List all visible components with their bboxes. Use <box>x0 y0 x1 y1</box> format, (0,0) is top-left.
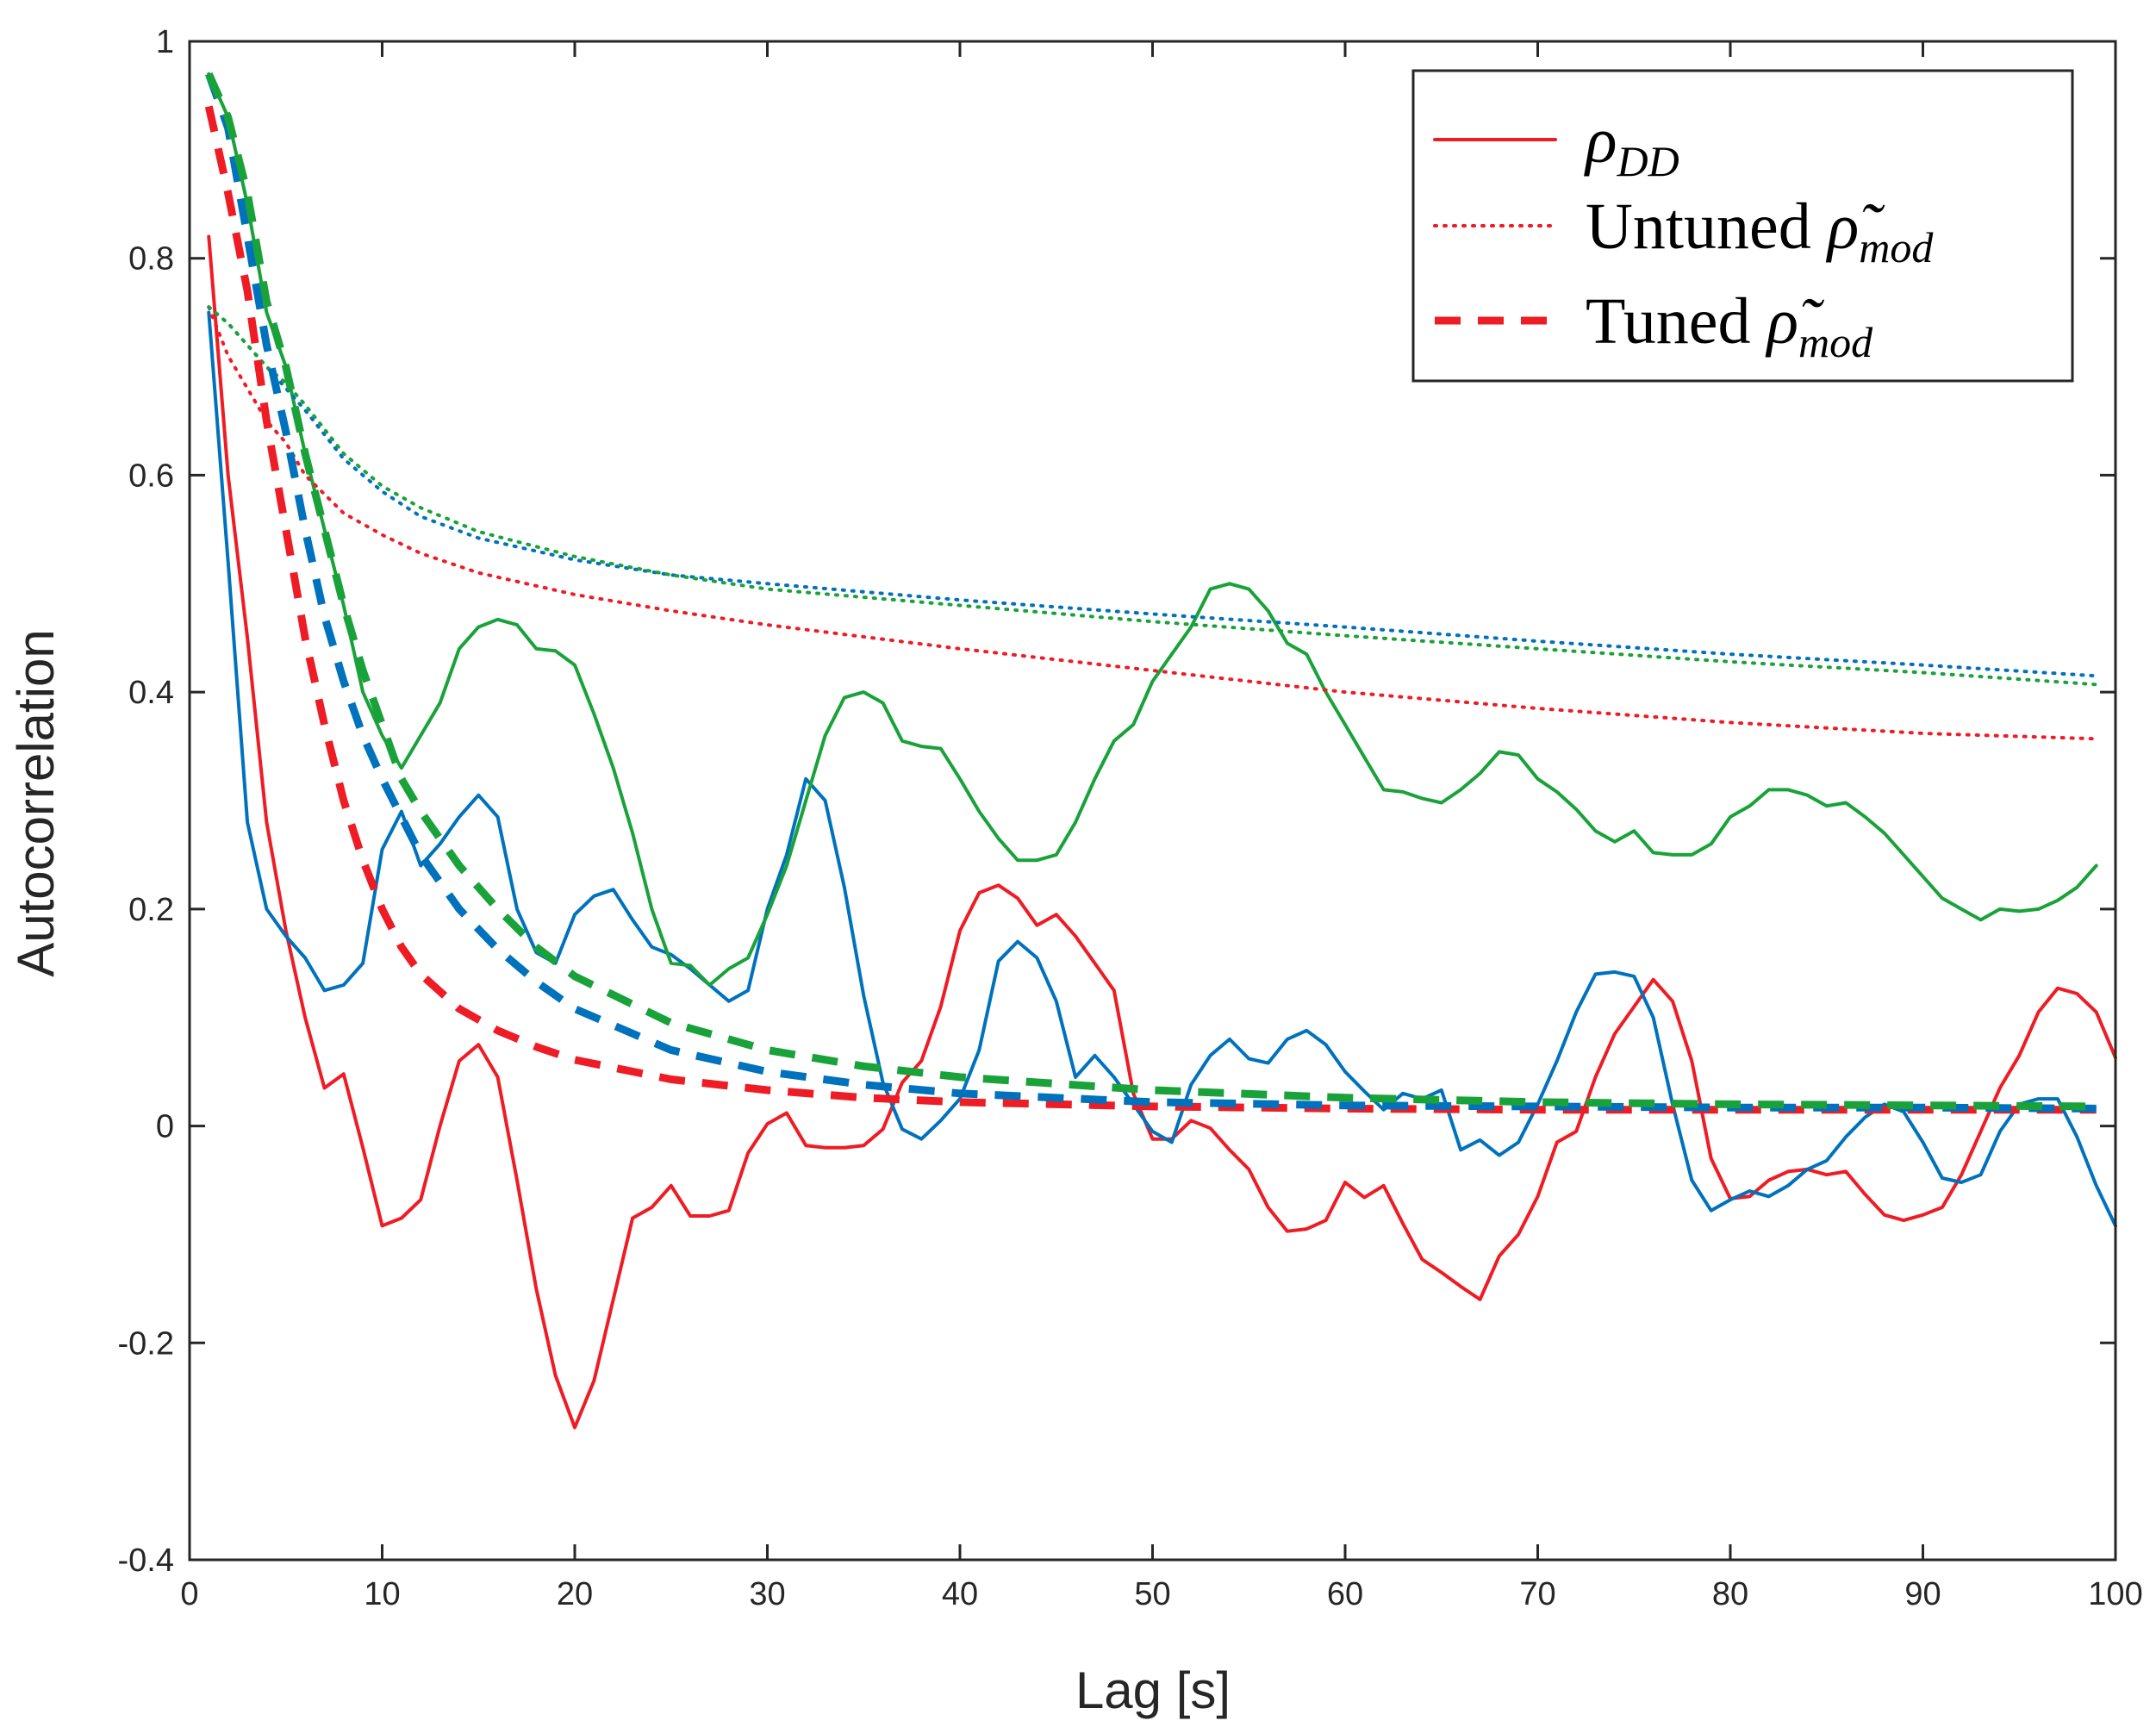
x-axis-label: Lag [s] <box>1075 1662 1231 1719</box>
legend-entry-text: Untuned <box>1586 190 1828 263</box>
y-axis-label: Autocorrelation <box>7 629 65 977</box>
x-tick-label: 80 <box>1712 1576 1748 1612</box>
x-tick-label: 70 <box>1519 1576 1555 1612</box>
x-tick-label: 10 <box>364 1576 400 1612</box>
series-red-solid-line <box>207 234 2117 1430</box>
y-tick-label: -0.2 <box>118 1325 174 1362</box>
legend-entry-text: Tuned <box>1586 285 1767 358</box>
x-tick-label: 100 <box>2088 1576 2142 1612</box>
y-tick-label: 0.4 <box>128 675 174 711</box>
series-layer <box>204 72 2117 1430</box>
legend-entry-subscript: DD <box>1616 137 1679 185</box>
legend-entry-subscript: mod <box>1859 223 1934 271</box>
series-green-dashed-line <box>205 72 2097 1111</box>
legend-entry-subscript: mod <box>1798 318 1873 366</box>
x-tick-label: 90 <box>1904 1576 1941 1612</box>
x-tick-label: 60 <box>1327 1576 1363 1612</box>
x-tick-label: 50 <box>1134 1576 1170 1612</box>
series-blue-dashed-line <box>205 72 2097 1113</box>
y-tick-label: 1 <box>156 24 174 60</box>
y-tick-label: 0.2 <box>128 892 174 928</box>
legend-entry-label: Tuned ρ̃mod <box>1586 285 1873 366</box>
x-tick-label: 20 <box>557 1576 593 1612</box>
x-tick-label: 40 <box>942 1576 978 1612</box>
y-tick-label: -0.4 <box>118 1543 174 1579</box>
series-blue-solid-line <box>207 310 2117 1228</box>
y-tick-label: 0 <box>156 1109 174 1145</box>
x-tick-label: 0 <box>180 1576 198 1612</box>
legend-entry-text: ρ <box>1584 104 1617 177</box>
y-tick-label: 0.6 <box>128 458 174 494</box>
y-tick-label: 0.8 <box>128 241 174 277</box>
axes-layer: 0 10 20 30 40 50 60 70 80 90 100 -0.4 -0.2 0 0.2 0.4 0.6… <box>118 24 2143 1612</box>
legend-entry-label: ρDD <box>1584 104 1679 185</box>
series-green-solid-line <box>207 72 2098 987</box>
legend-entry-label: Untuned ρ̃mod <box>1586 190 1934 271</box>
x-tick-label: 30 <box>749 1576 785 1612</box>
